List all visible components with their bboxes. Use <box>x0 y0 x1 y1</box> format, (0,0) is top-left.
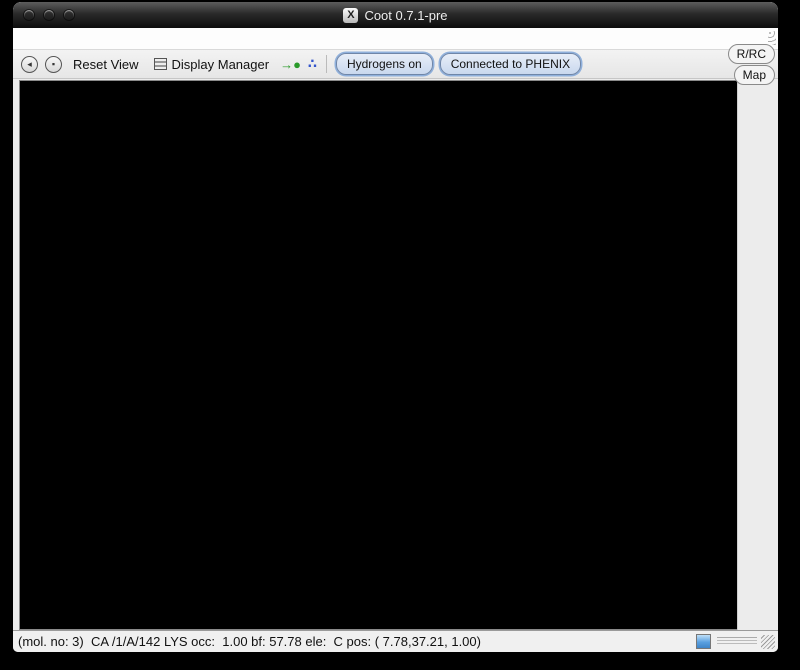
status-text: (mol. no: 3) CA /1/A/142 LYS occ: 1.00 b… <box>18 634 481 649</box>
model-toolbar <box>737 79 778 630</box>
status-blue-swatch[interactable] <box>696 634 711 649</box>
menubar <box>13 28 778 50</box>
zoom-button[interactable] <box>63 9 75 21</box>
refine-rc-button[interactable]: R/RC <box>727 44 775 64</box>
hydrogens-toggle-button[interactable]: Hydrogens on <box>335 53 433 75</box>
statusbar: (mol. no: 3) CA /1/A/142 LYS occ: 1.00 b… <box>13 630 778 652</box>
toolbar-separator <box>325 55 327 73</box>
x11-app-icon: X <box>343 7 359 23</box>
display-manager-label: Display Manager <box>171 56 270 72</box>
go-to-ligand-icon[interactable]: ∴ <box>307 56 317 71</box>
window-resize-grip[interactable] <box>761 634 775 649</box>
phenix-connection-button[interactable]: Connected to PHENIX <box>439 53 582 75</box>
map-button[interactable]: Map <box>733 65 775 85</box>
statusbar-grip[interactable] <box>717 637 757 646</box>
main-toolbar: ◂ ▪ Reset View Display Manager →● ∴ Hydr… <box>13 50 778 79</box>
minimize-button[interactable] <box>43 9 55 21</box>
go-to-atom-icon[interactable]: →● <box>280 56 301 72</box>
coot-window: X Coot 0.7.1-pre ◂ ▪ Reset View Display … <box>13 2 778 652</box>
main-area <box>13 79 778 630</box>
reset-view-button[interactable]: Reset View <box>73 56 139 72</box>
previous-view-button[interactable]: ◂ <box>21 55 38 73</box>
canvas-gutter <box>13 79 737 630</box>
display-manager-button[interactable]: Display Manager <box>150 55 274 74</box>
traffic-lights <box>23 2 75 28</box>
window-title: Coot 0.7.1-pre <box>364 7 448 23</box>
menubar-grip[interactable] <box>768 31 776 45</box>
titlebar[interactable]: X Coot 0.7.1-pre <box>13 2 778 28</box>
gl-viewport <box>19 80 737 630</box>
close-button[interactable] <box>23 9 35 21</box>
gl-canvas[interactable] <box>20 81 737 629</box>
recenter-view-button[interactable]: ▪ <box>45 55 62 73</box>
display-manager-icon <box>153 58 167 70</box>
